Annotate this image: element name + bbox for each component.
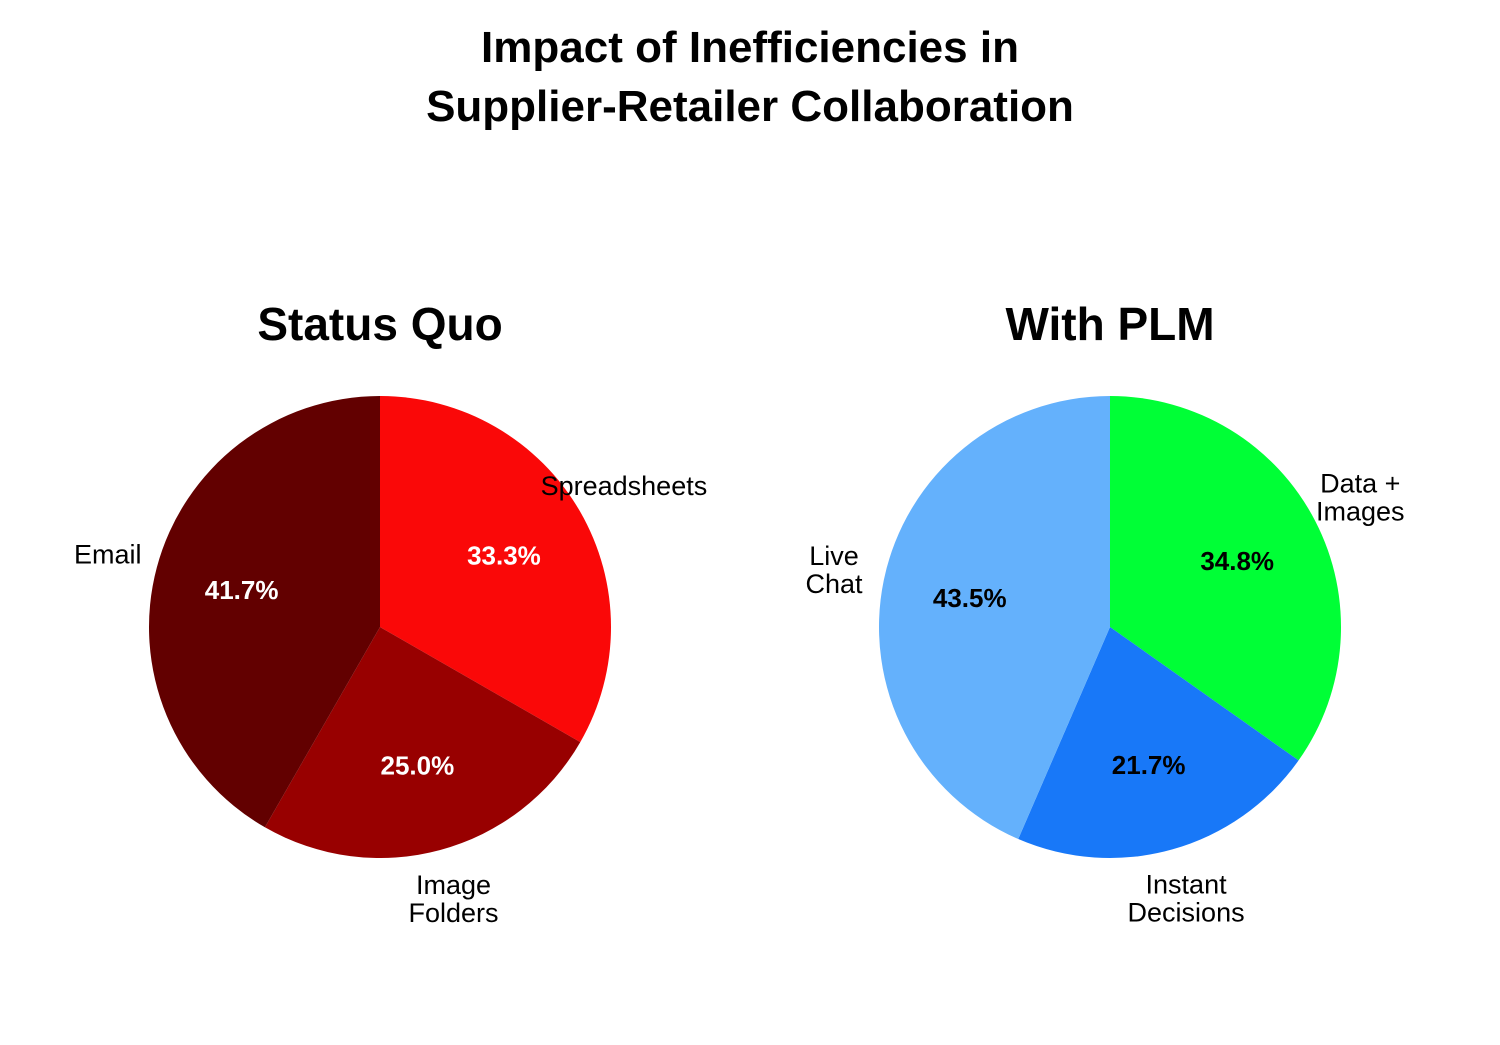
pie-percent-label-email: 41.7% — [205, 575, 279, 605]
pie-labels-status-quo: 33.3% Spreadsheets 25.0% Image Folders 41.7% E… — [74, 471, 707, 928]
pie-category-label-spreadsheets: Spreadsheets — [541, 471, 708, 501]
chart-title-line-2: Supplier-Retailer Collaboration — [426, 82, 1074, 131]
pie-category-label-image-folders: Image Folders — [408, 870, 498, 928]
pie-labels-with-plm: 34.8% Data + Images 21.7% Instant Decisions 43… — [806, 468, 1405, 927]
chart-title-line-1: Impact of Inefficiencies in — [481, 23, 1019, 72]
pie-percent-label-spreadsheets: 33.3% — [467, 540, 541, 570]
pie-category-label-instant-decisions: Instant Decisions — [1128, 869, 1245, 927]
pie-slice-instant-decisions — [1018, 627, 1299, 858]
pie-slices-status-quo — [148, 396, 611, 859]
pie-category-label-data-images: Data + Images — [1316, 468, 1405, 526]
pie-percent-label-live-chat: 43.5% — [933, 583, 1007, 613]
pie-title-status-quo: Status Quo — [257, 298, 502, 350]
pie-percent-label-instant-decisions: 21.7% — [1112, 750, 1186, 780]
pie-slice-image-folders — [264, 627, 581, 859]
pie-percent-label-data-images: 34.8% — [1200, 546, 1274, 576]
pie-percent-label-image-folders: 25.0% — [380, 750, 454, 780]
pie-category-label-email: Email — [74, 539, 142, 569]
pie-chart-status-quo: Status Quo 33.3% Spreadsheets 25.0% Image Fo… — [74, 298, 707, 928]
pie-slice-live-chat — [879, 396, 1110, 840]
pie-slice-data-images — [1110, 396, 1341, 761]
pie-slices-with-plm — [879, 396, 1341, 858]
pie-chart-with-plm: With PLM 34.8% Data + Images 21.7% Instant De… — [806, 298, 1405, 927]
pie-slice-email — [148, 396, 380, 828]
pie-slice-spreadsheets — [380, 396, 611, 743]
pie-category-label-live-chat: Live Chat — [806, 541, 864, 599]
pie-title-with-plm: With PLM — [1005, 298, 1214, 350]
